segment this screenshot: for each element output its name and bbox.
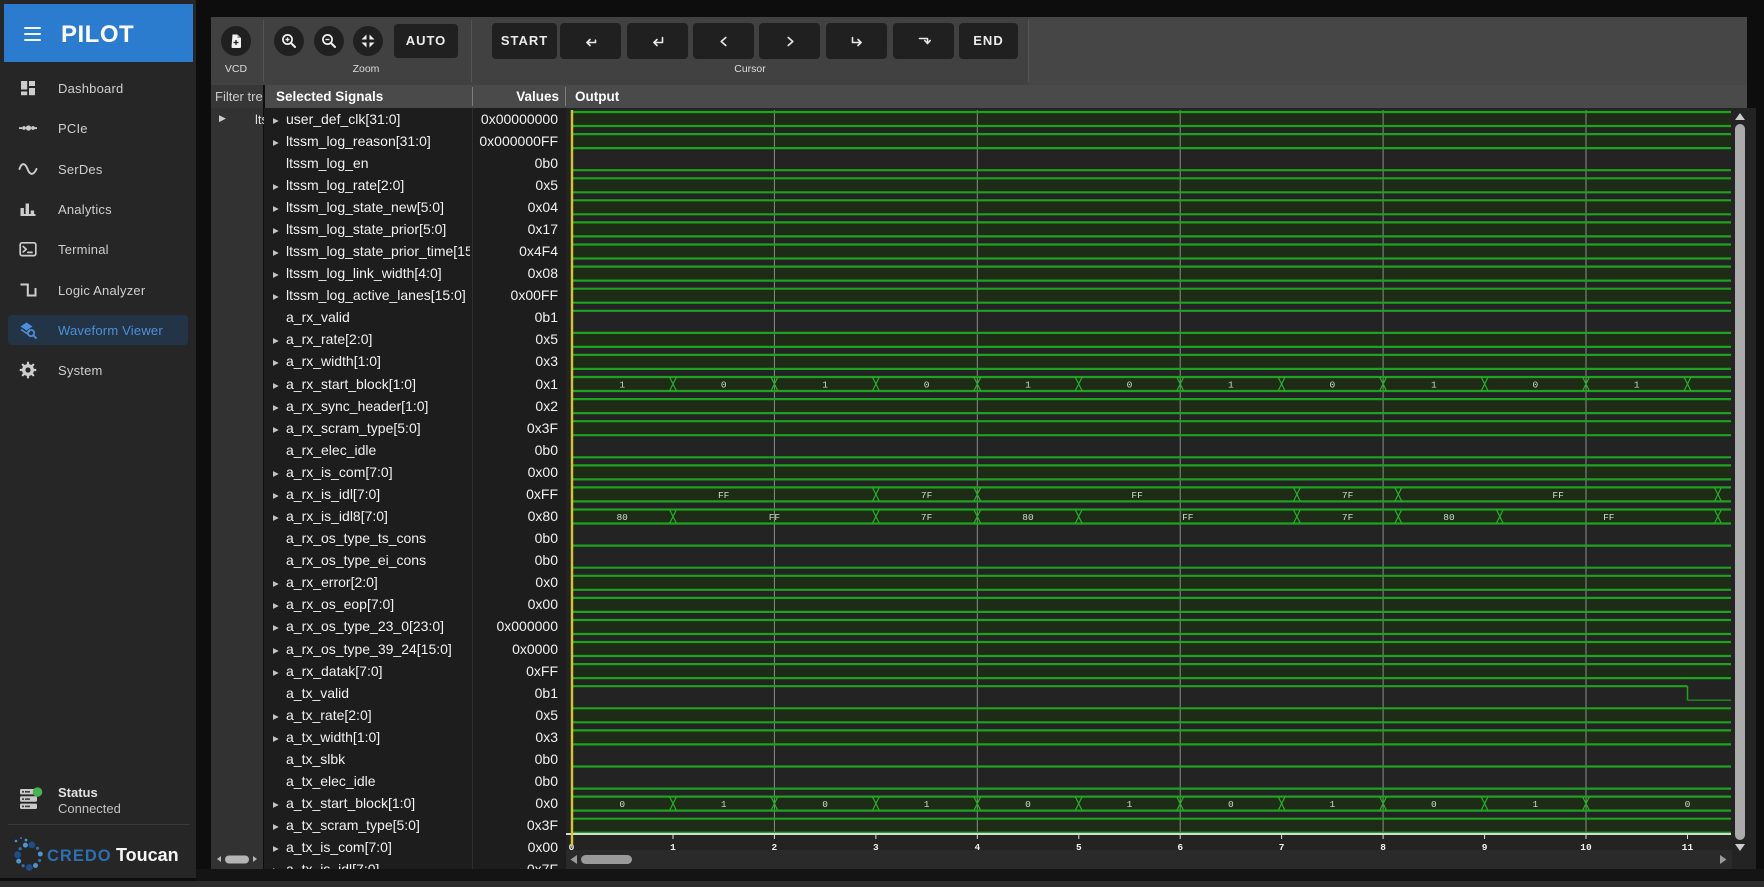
svg-text:80: 80 <box>616 512 628 523</box>
svg-text:7F: 7F <box>1342 512 1354 523</box>
svg-text:8: 8 <box>1380 842 1386 853</box>
svg-text:FF: FF <box>718 490 730 501</box>
svg-text:0: 0 <box>822 799 828 810</box>
svg-text:0: 0 <box>1532 380 1538 391</box>
svg-text:80: 80 <box>1022 512 1034 523</box>
svg-text:80: 80 <box>1443 512 1455 523</box>
svg-text:7F: 7F <box>1342 490 1354 501</box>
svg-text:7F: 7F <box>921 490 933 501</box>
svg-text:0: 0 <box>619 799 625 810</box>
svg-text:1: 1 <box>1532 799 1538 810</box>
svg-text:7: 7 <box>1279 842 1285 853</box>
svg-text:4: 4 <box>974 842 980 853</box>
svg-text:0: 0 <box>569 842 575 853</box>
svg-text:1: 1 <box>721 799 727 810</box>
svg-text:1: 1 <box>619 380 625 391</box>
svg-text:11: 11 <box>1682 842 1694 853</box>
svg-text:3: 3 <box>873 842 879 853</box>
svg-text:7F: 7F <box>921 512 933 523</box>
svg-text:FF: FF <box>1131 490 1143 501</box>
svg-text:1: 1 <box>924 799 930 810</box>
svg-text:6: 6 <box>1177 842 1183 853</box>
svg-text:1: 1 <box>1025 380 1031 391</box>
svg-text:5: 5 <box>1076 842 1082 853</box>
svg-text:0: 0 <box>1685 799 1691 810</box>
svg-text:FF: FF <box>1552 490 1564 501</box>
svg-text:0: 0 <box>1127 380 1133 391</box>
svg-text:FF: FF <box>1603 512 1615 523</box>
svg-text:10: 10 <box>1580 842 1592 853</box>
svg-text:1: 1 <box>1330 799 1336 810</box>
svg-text:1: 1 <box>1431 380 1437 391</box>
svg-text:0: 0 <box>1330 380 1336 391</box>
svg-text:1: 1 <box>670 842 676 853</box>
svg-text:0: 0 <box>1025 799 1031 810</box>
svg-text:0: 0 <box>924 380 930 391</box>
svg-text:1: 1 <box>1127 799 1133 810</box>
svg-text:0: 0 <box>721 380 727 391</box>
svg-text:1: 1 <box>1634 380 1640 391</box>
svg-text:0: 0 <box>1228 799 1234 810</box>
svg-text:0: 0 <box>1431 799 1437 810</box>
svg-text:1: 1 <box>822 380 828 391</box>
svg-text:FF: FF <box>769 512 781 523</box>
svg-text:FF: FF <box>1182 512 1194 523</box>
svg-text:9: 9 <box>1482 842 1488 853</box>
svg-text:2: 2 <box>772 842 778 853</box>
svg-text:1: 1 <box>1228 380 1234 391</box>
